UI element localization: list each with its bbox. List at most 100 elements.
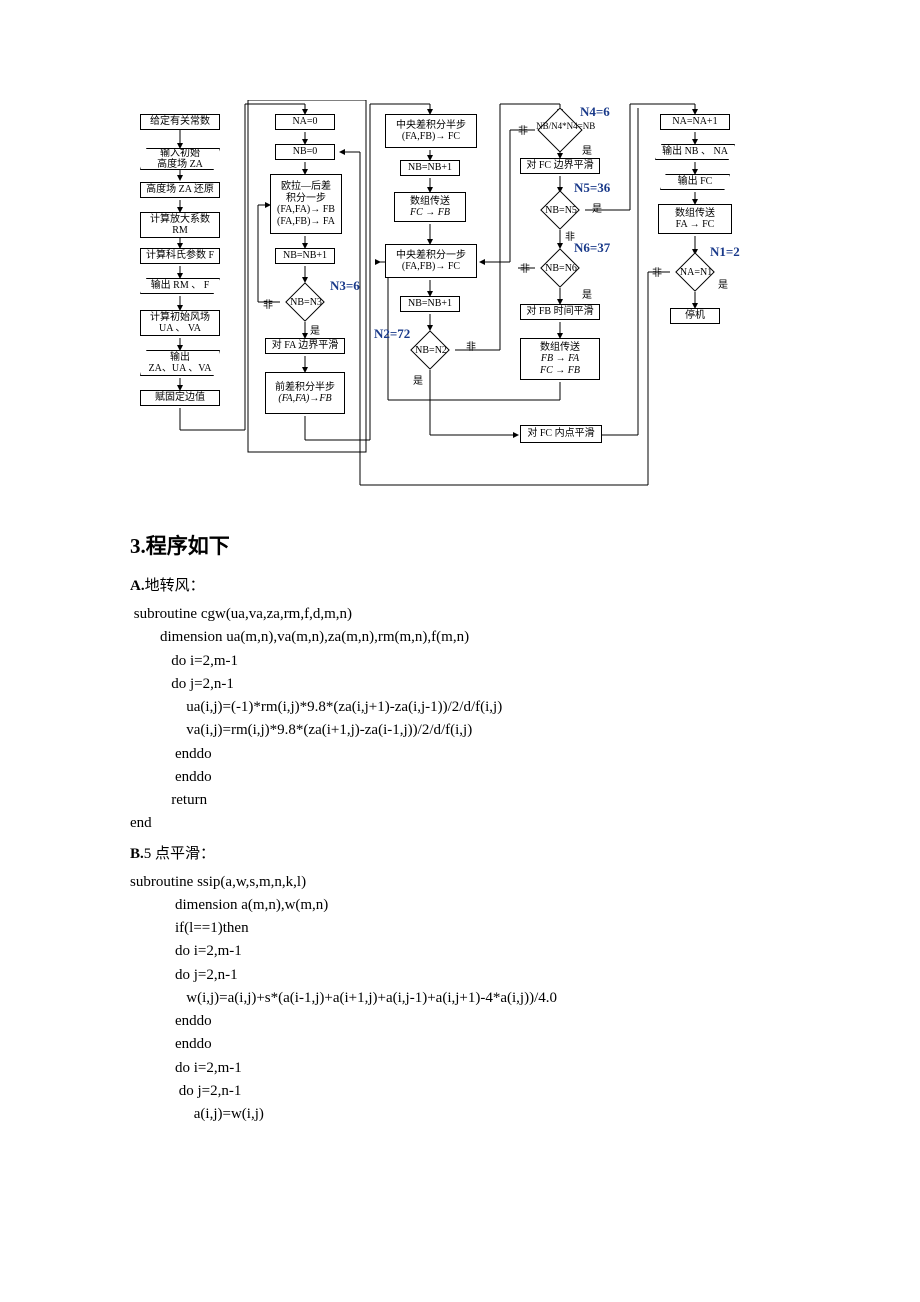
ann-n6: N6=37 bbox=[574, 240, 610, 256]
fc-c1-b4: 计算放大系数RM bbox=[140, 212, 220, 238]
t: 高度场 ZA bbox=[157, 159, 203, 171]
fc-c1-b9: 赋固定边值 bbox=[140, 390, 220, 406]
t: NB=N5 bbox=[526, 205, 596, 216]
fc-c4-b2: 对 FB 时间平滑 bbox=[520, 304, 600, 320]
t: FC → FB bbox=[410, 207, 450, 219]
fc-c5-b2: 输出 NB 、 NA bbox=[655, 144, 735, 160]
fc-c2-d1: NB=N3 bbox=[285, 282, 325, 322]
yes-lbl: 是 bbox=[310, 322, 320, 337]
t: 中央差积分一步 bbox=[396, 250, 466, 262]
yes-lbl: 是 bbox=[718, 276, 728, 291]
t: NB=NB+1 bbox=[408, 162, 452, 174]
t: (FA,FA)→FB bbox=[278, 393, 331, 405]
t: NB=0 bbox=[293, 146, 318, 158]
fc-c4-d1: NB/N4*N4=NB bbox=[537, 107, 582, 152]
t: 5 点平滑： bbox=[144, 846, 215, 862]
t: 对 FC 内点平滑 bbox=[527, 428, 594, 440]
fc-c2-b3: 欧拉—后差 积分一步 (FA,FA)→ FB (FA,FB)→ FA bbox=[270, 174, 342, 234]
fc-c1-b6: 输出 RM 、 F bbox=[140, 278, 220, 294]
fc-c1-b1: 给定有关常数 bbox=[140, 114, 220, 130]
yes-lbl: 是 bbox=[582, 142, 592, 157]
t: 计算初始风场 bbox=[150, 312, 210, 324]
t: 欧拉—后差 bbox=[281, 181, 331, 193]
no-lbl: 非 bbox=[466, 338, 476, 353]
t: 对 FC 边界平滑 bbox=[526, 160, 593, 172]
t: ZA、UA 、VA bbox=[149, 363, 212, 375]
part-a-code: subroutine cgw(ua,va,za,rm,f,d,m,n) dime… bbox=[130, 603, 790, 836]
fc-c1-b8: 输出ZA、UA 、VA bbox=[140, 350, 220, 376]
yes-lbl: 是 bbox=[413, 372, 423, 387]
t: 中央差积分半步 bbox=[396, 120, 466, 132]
fc-c2-b2: NB=0 bbox=[275, 144, 335, 160]
no-lbl: 非 bbox=[520, 260, 530, 275]
fc-c5-b3: 输出 FC bbox=[660, 174, 730, 190]
fc-c4-b1: 对 FC 边界平滑 bbox=[520, 158, 600, 174]
yes-lbl: 是 bbox=[592, 200, 602, 215]
fc-c3-b1: 中央差积分半步(FA,FB)→ FC bbox=[385, 114, 477, 148]
fc-c5-b1: NA=NA+1 bbox=[660, 114, 730, 130]
t: 前差积分半步 bbox=[275, 382, 335, 394]
t: 数组传送 bbox=[675, 208, 715, 220]
fc-c1-b2: 输入初始高度场 ZA bbox=[140, 148, 220, 170]
part-b-heading: B.5 点平滑： bbox=[130, 842, 790, 863]
t: NB bbox=[536, 121, 549, 131]
t: RM bbox=[172, 225, 188, 237]
t: 积分一步 bbox=[286, 193, 326, 205]
flowchart: 给定有关常数 输入初始高度场 ZA 高度场 ZA 还原 计算放大系数RM 计算科… bbox=[130, 100, 790, 490]
t: 停机 bbox=[685, 310, 705, 322]
fc-c2-b5: 对 FA 边界平滑 bbox=[265, 338, 345, 354]
t: 计算科氏参数 F bbox=[146, 250, 214, 262]
no-lbl: 非 bbox=[565, 228, 575, 243]
t: (FA,FB)→ FC bbox=[402, 131, 460, 143]
ann-n1: N1=2 bbox=[710, 244, 740, 260]
t: A. bbox=[130, 578, 145, 594]
t: FA → FC bbox=[676, 219, 715, 231]
t: FB → FA bbox=[541, 353, 579, 365]
part-a-heading: A.地转风： bbox=[130, 574, 790, 595]
t: (FA,FB)→ FC bbox=[402, 261, 460, 273]
fc-c2-b6: 前差积分半步 (FA,FA)→FB bbox=[265, 372, 345, 414]
t: UA 、 VA bbox=[159, 323, 201, 335]
t: *N4=NB bbox=[562, 121, 595, 131]
t: NB=N2 bbox=[396, 345, 466, 356]
fc-c3-b2: NB=NB+1 bbox=[400, 160, 460, 176]
t: NA=0 bbox=[292, 116, 317, 128]
t: 对 FA 边界平滑 bbox=[272, 340, 339, 352]
part-b-code: subroutine ssip(a,w,s,m,n,k,l) dimension… bbox=[130, 871, 790, 1127]
ann-n5: N5=36 bbox=[574, 180, 610, 196]
yes-lbl: 是 bbox=[582, 286, 592, 301]
t: N4 bbox=[551, 121, 562, 131]
t: NB=NB+1 bbox=[408, 298, 452, 310]
t: 输出 RM 、 F bbox=[151, 280, 210, 292]
t: NB=N6 bbox=[526, 263, 596, 274]
fc-c3-d1: NB=N2 bbox=[410, 330, 450, 370]
t: 计算放大系数 bbox=[150, 214, 210, 226]
no-lbl: 非 bbox=[263, 296, 273, 311]
no-lbl: 非 bbox=[652, 264, 662, 279]
t: 地转风： bbox=[145, 578, 205, 594]
fc-c5-b4: 数组传送FA → FC bbox=[658, 204, 732, 234]
ann-n2: N2=72 bbox=[374, 326, 410, 342]
ann-n4: N4=6 bbox=[580, 104, 610, 120]
fc-c2-b1: NA=0 bbox=[275, 114, 335, 130]
fc-c1-b5: 计算科氏参数 F bbox=[140, 248, 220, 264]
t: (FA,FB)→ FA bbox=[277, 216, 335, 228]
fc-c1-b3: 高度场 ZA 还原 bbox=[140, 182, 220, 198]
fc-c1-b7: 计算初始风场UA 、 VA bbox=[140, 310, 220, 336]
t: 对 FB 时间平滑 bbox=[526, 306, 593, 318]
t: 赋固定边值 bbox=[155, 392, 205, 404]
t: 输出 FC bbox=[678, 176, 713, 188]
t: 数组传送 bbox=[540, 342, 580, 354]
t: NB=N3 bbox=[271, 297, 341, 308]
t: NA=NA+1 bbox=[672, 116, 717, 128]
t: 数组传送 bbox=[410, 196, 450, 208]
fc-c4-d2: NB=N5 bbox=[540, 190, 580, 230]
fc-c3-b4: 中央差积分一步(FA,FB)→ FC bbox=[385, 244, 477, 278]
t: (FA,FA)→ FB bbox=[277, 204, 335, 216]
ann-n3: N3=6 bbox=[330, 278, 360, 294]
t: B. bbox=[130, 846, 144, 862]
t: 输出 NB 、 NA bbox=[662, 146, 728, 158]
t: 输入初始 bbox=[160, 148, 200, 160]
fc-c2-b4: NB=NB+1 bbox=[275, 248, 335, 264]
no-lbl: 非 bbox=[518, 122, 528, 137]
